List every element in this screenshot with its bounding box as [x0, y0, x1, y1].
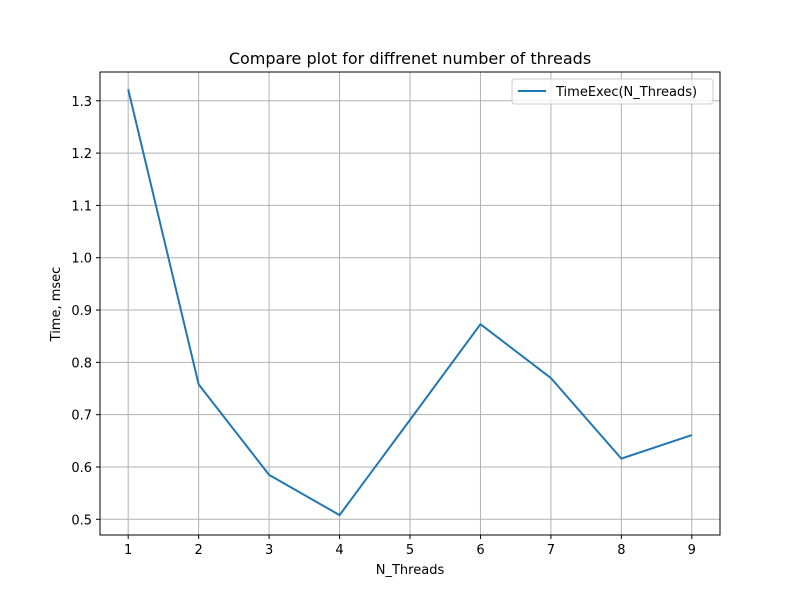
y-tick-label: 1.0	[71, 252, 92, 267]
y-tick-label: 0.6	[71, 461, 92, 476]
grid	[100, 72, 720, 535]
x-tick-label: 7	[547, 543, 555, 558]
y-tick-label: 1.2	[71, 147, 92, 162]
legend: TimeExec(N_Threads)	[511, 78, 714, 105]
x-tick-label: 4	[335, 543, 343, 558]
x-tick-label: 5	[406, 543, 414, 558]
y-tick-label: 0.8	[71, 356, 92, 371]
legend-label: TimeExec(N_Threads)	[555, 85, 697, 100]
x-tick-label: 8	[617, 543, 625, 558]
x-tick-label: 9	[688, 543, 696, 558]
y-tick-label: 1.3	[71, 95, 92, 110]
y-tick-label: 0.7	[71, 409, 92, 424]
tick-labels: 1 2 3 4 5 6 7 8 9 0.5 0.6 0.7 0.8 0.9 1.0 1.1 1.2 1.3	[71, 95, 696, 558]
plot-area-frame	[99, 71, 721, 536]
chart-title: Compare plot for diffrenet number of thr…	[229, 49, 591, 68]
y-axis-label: Time, msec	[49, 267, 64, 343]
x-tick-label: 1	[124, 543, 132, 558]
series-layer	[127, 89, 693, 517]
x-tick-label: 2	[194, 543, 202, 558]
x-axis-label: N_Threads	[376, 563, 445, 578]
legend-box	[511, 78, 714, 105]
x-tick-label: 3	[265, 543, 273, 558]
y-tick-label: 0.9	[71, 304, 92, 319]
y-tick-label: 0.5	[71, 513, 92, 528]
tick-marks	[96, 100, 693, 539]
x-tick-label: 6	[476, 543, 484, 558]
y-tick-label: 1.1	[71, 199, 92, 214]
